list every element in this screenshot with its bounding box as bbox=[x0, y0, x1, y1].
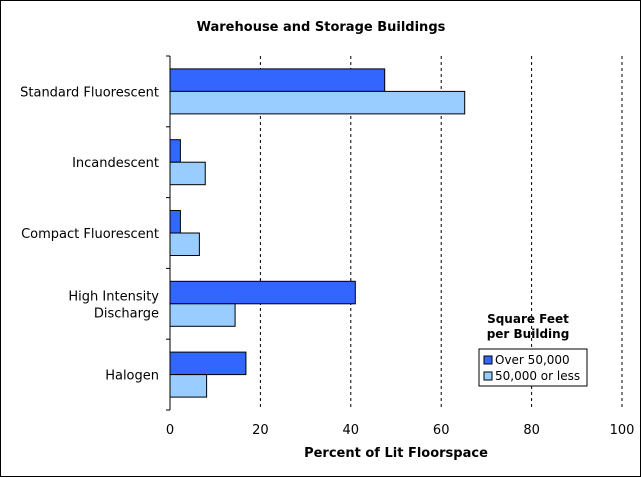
legend-entry: 50,000 or less bbox=[495, 369, 580, 383]
category-label-line: Compact Fluorescent bbox=[21, 227, 159, 242]
bar bbox=[169, 232, 200, 256]
tick-labels: 0 20 40 60 80 100 bbox=[166, 423, 635, 438]
category-label-line: Incandescent bbox=[72, 156, 159, 171]
category-label: Incandescent bbox=[72, 156, 159, 171]
chart-title: Warehouse and Storage Buildings bbox=[197, 20, 446, 35]
axes bbox=[166, 55, 171, 411]
x-tick-label: 0 bbox=[166, 423, 174, 438]
category-label: High Intensity Discharge bbox=[68, 289, 159, 321]
x-tick-label: 100 bbox=[610, 423, 635, 438]
category-label-line: Standard Fluorescent bbox=[20, 85, 159, 100]
x-tick-label: 60 bbox=[433, 423, 450, 438]
x-tick-label: 40 bbox=[343, 423, 360, 438]
category-label-line: Discharge bbox=[94, 306, 159, 321]
legend-title: Square Feet bbox=[487, 312, 569, 326]
x-tick-label: 80 bbox=[523, 423, 540, 438]
category-label: Compact Fluorescent bbox=[21, 227, 159, 242]
legend-title: per Building bbox=[487, 327, 570, 341]
category-label-line: Halogen bbox=[105, 369, 159, 384]
bar bbox=[169, 210, 181, 234]
bar bbox=[169, 351, 247, 376]
bar bbox=[169, 303, 236, 327]
category-labels: Standard Fluorescent Incandescent Compact … bbox=[20, 85, 159, 383]
bar bbox=[169, 161, 206, 186]
x-axis-label: Percent of Lit Floorspace bbox=[304, 446, 488, 461]
legend-box bbox=[478, 348, 588, 387]
bars bbox=[169, 68, 466, 398]
bar bbox=[169, 280, 356, 305]
legend-swatch bbox=[483, 355, 493, 365]
bar bbox=[169, 68, 386, 92]
category-label: Standard Fluorescent bbox=[20, 85, 159, 100]
bar bbox=[169, 90, 466, 115]
bar bbox=[169, 139, 181, 163]
legend-entry: Over 50,000 bbox=[495, 353, 570, 367]
category-label: Halogen bbox=[105, 369, 159, 384]
x-tick-label: 20 bbox=[252, 423, 269, 438]
legend-swatch bbox=[483, 371, 493, 381]
bar bbox=[169, 374, 208, 398]
category-label-line: High Intensity bbox=[68, 289, 159, 304]
